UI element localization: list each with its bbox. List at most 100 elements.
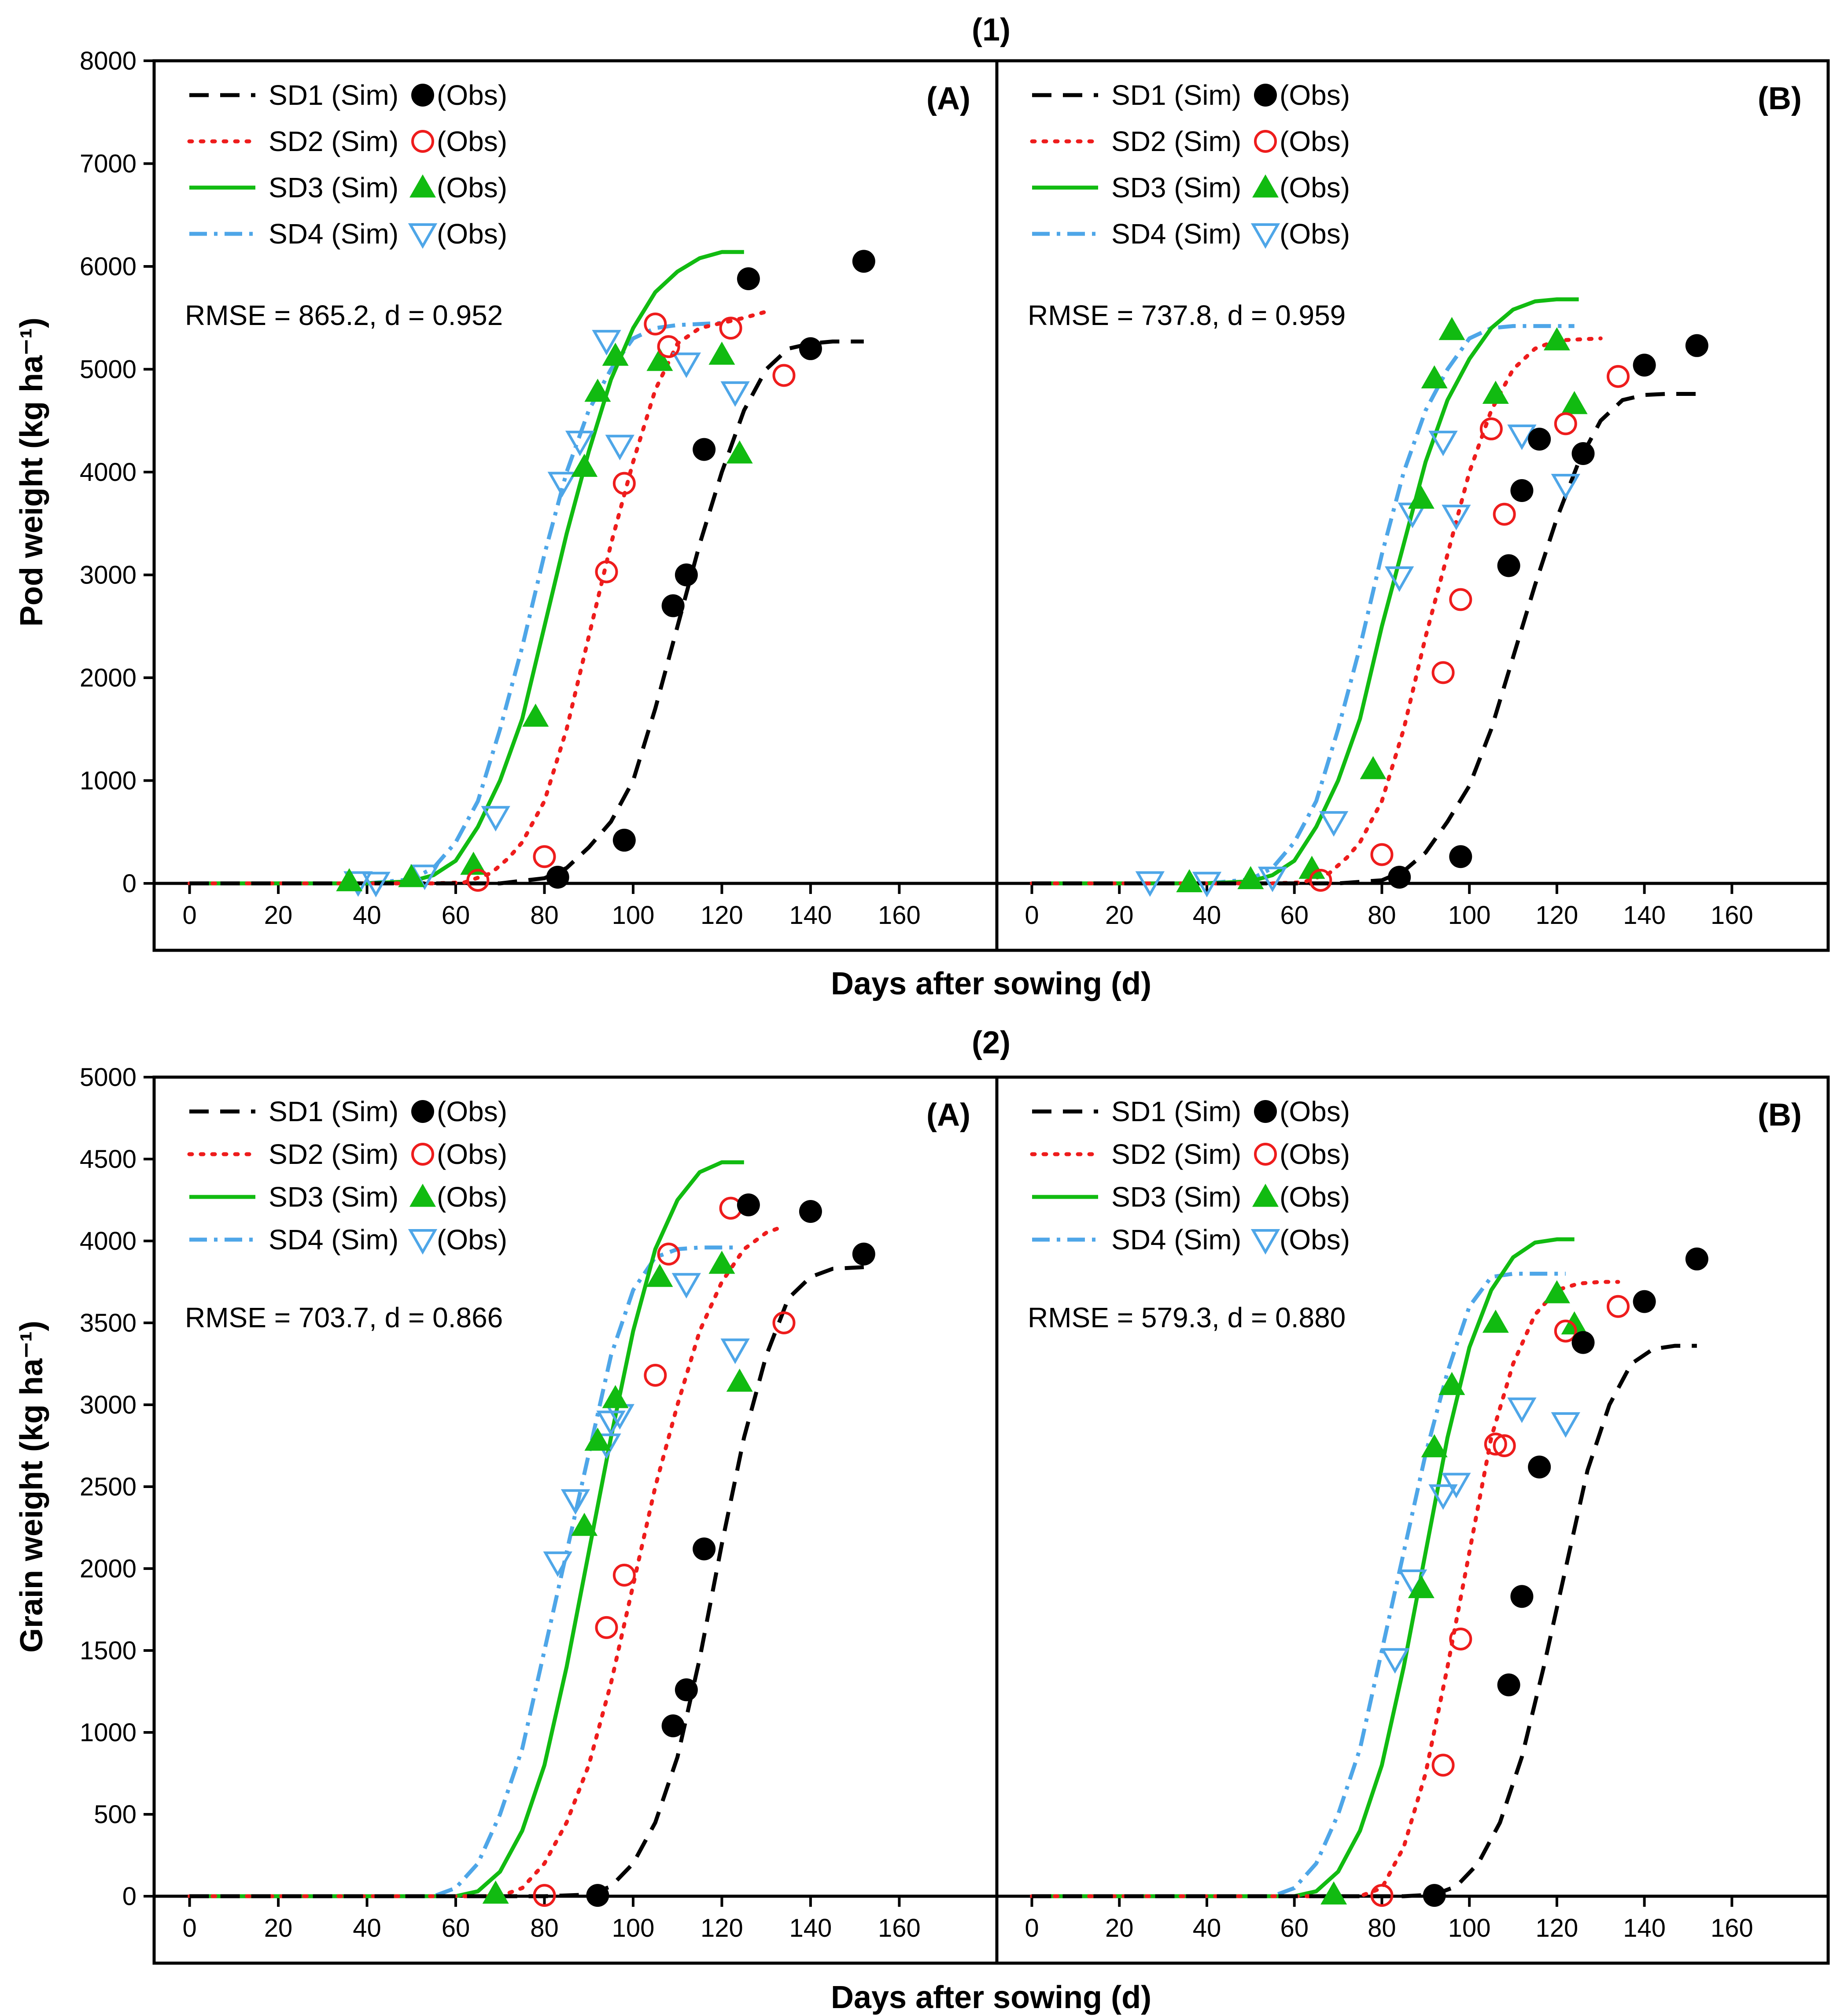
obs-point-sd1 <box>1528 428 1551 451</box>
obs-point-sd3 <box>726 440 753 464</box>
obs-point-sd4 <box>1192 871 1222 897</box>
legend-sim-label: SD3 (Sim) <box>269 172 398 203</box>
legend-sim-label: SD1 (Sim) <box>269 1096 398 1127</box>
obs-point-sd1 <box>1388 865 1411 889</box>
obs-point-sd3 <box>460 851 487 875</box>
obs-point-sd4 <box>1135 871 1165 897</box>
legend-obs-label: (Obs) <box>1280 1096 1350 1127</box>
panel-label: (A) <box>926 81 970 116</box>
legend-sim-label: SD2 (Sim) <box>1111 1138 1241 1170</box>
legend-obs-label: (Obs) <box>1280 172 1350 203</box>
obs-point-sd2 <box>1431 1754 1455 1777</box>
obs-point-sd3 <box>398 864 425 887</box>
x-tick-label: 140 <box>789 1914 832 1942</box>
series-line-sd4 <box>189 321 722 886</box>
panel-label: (A) <box>926 1097 970 1133</box>
obs-point-sd2 <box>1493 1434 1516 1457</box>
obs-point-sd2 <box>595 560 618 583</box>
obs-point-sd3 <box>1561 391 1588 414</box>
series-line-sd4 <box>189 1245 740 1898</box>
x-tick-label: 0 <box>1025 1914 1039 1942</box>
obs-point-sd2 <box>1607 365 1630 388</box>
obs-point-sd4 <box>1507 424 1537 450</box>
obs-point-sd2 <box>533 845 556 868</box>
legend-sim-label: SD3 (Sim) <box>1111 1181 1241 1213</box>
x-tick-label: 100 <box>612 1914 655 1942</box>
obs-point-sd2 <box>1431 661 1455 684</box>
x-tick-label: 100 <box>612 901 655 930</box>
obs-point-sd3 <box>482 1880 509 1904</box>
obs-point-sd1 <box>1528 1455 1551 1479</box>
obs-point-sd3 <box>1408 1575 1435 1599</box>
legend-obs-label: (Obs) <box>437 172 507 203</box>
panel-b: 0 20 40 60 80 100 120 140 160(B)SD1 (Sim) (Obs)SD… <box>1025 79 1802 930</box>
obs-point-sd3 <box>522 703 549 727</box>
obs-point-sd2 <box>1449 1627 1472 1650</box>
obs-point-sd3 <box>584 1427 611 1451</box>
x-tick-label: 100 <box>1448 901 1491 930</box>
legend-sim-label: SD4 (Sim) <box>1111 1224 1241 1255</box>
x-axis-title: Days after sowing (d) <box>831 966 1151 1001</box>
obs-point-sd1 <box>799 1200 822 1223</box>
y-tick-label: 4500 <box>80 1145 136 1174</box>
legend: SD1 (Sim) (Obs) SD2 (Sim) (Obs) SD3 (Sim) (Ob… <box>1030 1096 1350 1255</box>
x-tick-label: 40 <box>353 901 381 930</box>
obs-point-sd1 <box>693 438 716 461</box>
obs-point-sd3 <box>1298 856 1325 879</box>
obs-point-sd3 <box>602 343 629 366</box>
obs-point-sd4 <box>547 472 577 498</box>
obs-point-sd1 <box>737 1193 760 1217</box>
obs-point-sd3 <box>1408 485 1435 509</box>
y-tick-label: 0 <box>122 869 136 898</box>
obs-point-sd2 <box>1479 417 1503 440</box>
legend-marker-sd1 <box>1254 1100 1277 1123</box>
y-axis-title: Pod weight (kg ha⁻¹) <box>14 318 49 627</box>
legend-sim-label: SD4 (Sim) <box>269 1224 398 1255</box>
obs-point-sd3 <box>1438 1372 1465 1395</box>
x-tick-label: 60 <box>442 1914 470 1942</box>
obs-point-sd3 <box>1438 317 1465 340</box>
stats-text: RMSE = 737.8, d = 0.959 <box>1028 299 1346 331</box>
y-tick-label: 1000 <box>80 1718 136 1747</box>
obs-point-sd1 <box>1685 1247 1708 1270</box>
series-line-sd4 <box>1032 324 1575 886</box>
obs-point-sd3 <box>708 1251 735 1274</box>
obs-point-sd2 <box>612 472 636 495</box>
obs-point-sd3 <box>726 1368 753 1392</box>
stats-text: RMSE = 579.3, d = 0.880 <box>1028 1302 1346 1333</box>
obs-point-sd3 <box>646 347 673 371</box>
obs-point-sd4 <box>1507 1397 1537 1423</box>
legend-obs-label: (Obs) <box>437 1138 507 1170</box>
series-line-sd2 <box>188 310 768 886</box>
legend-sim-label: SD2 (Sim) <box>269 1138 398 1170</box>
obs-point-sd1 <box>1571 1331 1595 1354</box>
y-tick-label: 1000 <box>80 767 136 795</box>
series-line-sd1 <box>189 340 864 886</box>
obs-point-sd4 <box>1428 1484 1458 1510</box>
legend-obs-label: (Obs) <box>437 79 507 111</box>
obs-point-sd3 <box>1482 1310 1509 1333</box>
obs-point-sd1 <box>675 1678 698 1702</box>
legend-sim-label: SD1 (Sim) <box>1111 1096 1241 1127</box>
legend-obs-label: (Obs) <box>437 1224 507 1255</box>
legend-marker-sd1 <box>411 84 434 107</box>
obs-point-sd1 <box>799 337 822 360</box>
y-tick-label: 500 <box>94 1800 136 1829</box>
x-tick-label: 160 <box>878 901 921 930</box>
legend-sim-label: SD4 (Sim) <box>1111 218 1241 250</box>
obs-point-sd4 <box>605 435 634 461</box>
obs-point-sd4 <box>481 806 510 832</box>
y-tick-label: 2000 <box>80 1554 136 1583</box>
obs-point-sd4 <box>361 871 391 897</box>
legend-obs-label: (Obs) <box>437 1181 507 1213</box>
obs-point-sd3 <box>1320 1881 1347 1905</box>
obs-point-sd4 <box>561 1489 590 1515</box>
plot-frame <box>152 59 1830 952</box>
obs-point-sd2 <box>644 312 667 336</box>
x-tick-label: 80 <box>530 901 559 930</box>
obs-point-sd2 <box>644 1364 667 1387</box>
legend-obs-label: (Obs) <box>437 218 507 250</box>
obs-point-sd3 <box>1543 1280 1570 1303</box>
x-axis-title: Days after sowing (d) <box>831 1980 1151 2015</box>
